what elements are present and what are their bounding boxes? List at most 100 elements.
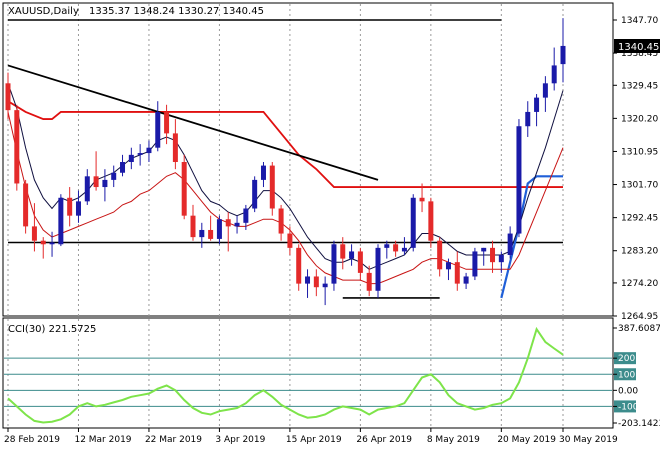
candle-body [120, 162, 126, 173]
price-panel-frame [2, 2, 614, 317]
resistance-step-line [7, 100, 563, 188]
candle-body [313, 276, 319, 288]
candle-body [366, 272, 372, 291]
symbol-label: XAUUSD,Daily [8, 6, 79, 17]
time-tick-label: 20 May 2019 [497, 435, 556, 445]
cci-axis: 387.6087 200 100 0.00 -100 -203.1423 [613, 324, 660, 429]
candle-body [534, 97, 540, 112]
downtrend-line [7, 64, 379, 181]
slow-moving-average [7, 111, 564, 285]
candle-body [67, 197, 73, 216]
price-tick-label: 1283.20 [621, 247, 658, 257]
candle-body [375, 247, 381, 291]
price-tick-label: 1338.45 [621, 49, 658, 59]
price-tick-label: 1292.45 [621, 214, 658, 224]
candle-body [84, 176, 90, 202]
candle-body [419, 197, 425, 202]
price-tick-label: 1310.95 [621, 147, 658, 157]
price-tick-label: 1264.95 [621, 312, 658, 322]
price-tick-label: 1274.20 [621, 279, 658, 289]
grid [4, 4, 612, 428]
cci-level-badge [614, 400, 636, 413]
candle-body [164, 111, 170, 134]
time-tick-label: 12 Mar 2019 [74, 435, 131, 445]
candle-body [296, 247, 302, 284]
candle-body [5, 83, 11, 111]
price-axis: 1347.70 1338.45 1329.45 1320.20 1310.95 1301.… [613, 16, 658, 322]
candle-body [507, 233, 513, 256]
candle-body [278, 208, 284, 234]
cci-level-badge [614, 368, 636, 381]
candle-body [93, 176, 99, 188]
candle-body [225, 219, 231, 227]
cci-title: CCI(30) 221.5725 [8, 324, 96, 335]
time-tick-label: 28 Feb 2019 [4, 435, 60, 445]
time-tick-label: 3 Apr 2019 [215, 435, 265, 445]
candle-body [445, 262, 451, 270]
cci-level-badge [614, 352, 636, 365]
price-tick-label: 1329.45 [621, 81, 658, 91]
cci-tick-label: -203.1423 [618, 419, 660, 429]
candle-body [31, 226, 37, 241]
candle-body [216, 219, 222, 239]
candle-body [102, 179, 108, 188]
ohlc-label: 1335.37 1348.24 1330.27 1340.45 [89, 6, 264, 17]
candles [5, 18, 566, 306]
time-tick-label: 30 May 2019 [559, 435, 618, 445]
candle-body [384, 244, 390, 248]
indicator-overlays [7, 19, 564, 299]
cci-panel-frame [2, 317, 614, 429]
candle-body [481, 247, 487, 252]
candle-body [234, 222, 240, 227]
cci-series-line [7, 326, 564, 424]
candle-body [252, 179, 258, 209]
time-tick-label: 15 Apr 2019 [286, 435, 342, 445]
candle-body [260, 165, 266, 180]
candle-body [305, 276, 311, 284]
fast-moving-average [7, 83, 564, 270]
candle-body [490, 247, 496, 263]
candle-body [428, 201, 434, 241]
current-price-box [614, 39, 660, 53]
candle-body [172, 133, 178, 163]
candle-body [410, 197, 416, 248]
candle-body [560, 45, 566, 65]
candle-body [322, 283, 328, 288]
candle-body [340, 244, 346, 259]
support-step-line [500, 175, 563, 299]
candle-body [181, 162, 187, 216]
time-tick-label: 26 Apr 2019 [356, 435, 412, 445]
candle-body [525, 111, 531, 127]
candle-body [437, 240, 443, 270]
candle-body [58, 197, 64, 245]
candle-body [542, 83, 548, 98]
current-price-label: 1340.45 [618, 42, 659, 53]
candle-body [128, 154, 134, 163]
candle-body [14, 110, 20, 184]
candle-body [331, 244, 337, 284]
cci-tick-label: 100 [618, 370, 635, 380]
candle-body [393, 244, 399, 252]
candle-body [269, 165, 275, 209]
candle-body [49, 242, 55, 245]
candle-body [190, 215, 196, 238]
candle-body [111, 172, 117, 180]
price-tick-label: 1301.70 [621, 181, 658, 191]
candle-body [40, 240, 46, 245]
candle-body [472, 251, 478, 277]
candle-body [146, 147, 152, 154]
candle-body [349, 251, 355, 259]
price-tick-label: 1320.20 [621, 114, 658, 124]
candle-body [155, 111, 161, 148]
candle-body [287, 233, 293, 248]
candle-body [199, 229, 205, 238]
candle-body [454, 262, 460, 284]
time-tick-label: 22 Mar 2019 [145, 435, 202, 445]
cci-tick-label: 0.00 [618, 386, 638, 396]
candle-body [463, 276, 469, 284]
candle-body [23, 183, 29, 227]
candle-body [208, 229, 214, 239]
time-axis: 28 Feb 2019 12 Mar 2019 22 Mar 2019 3 Apr 2… [4, 428, 618, 445]
time-tick-label: 8 May 2019 [427, 435, 480, 445]
